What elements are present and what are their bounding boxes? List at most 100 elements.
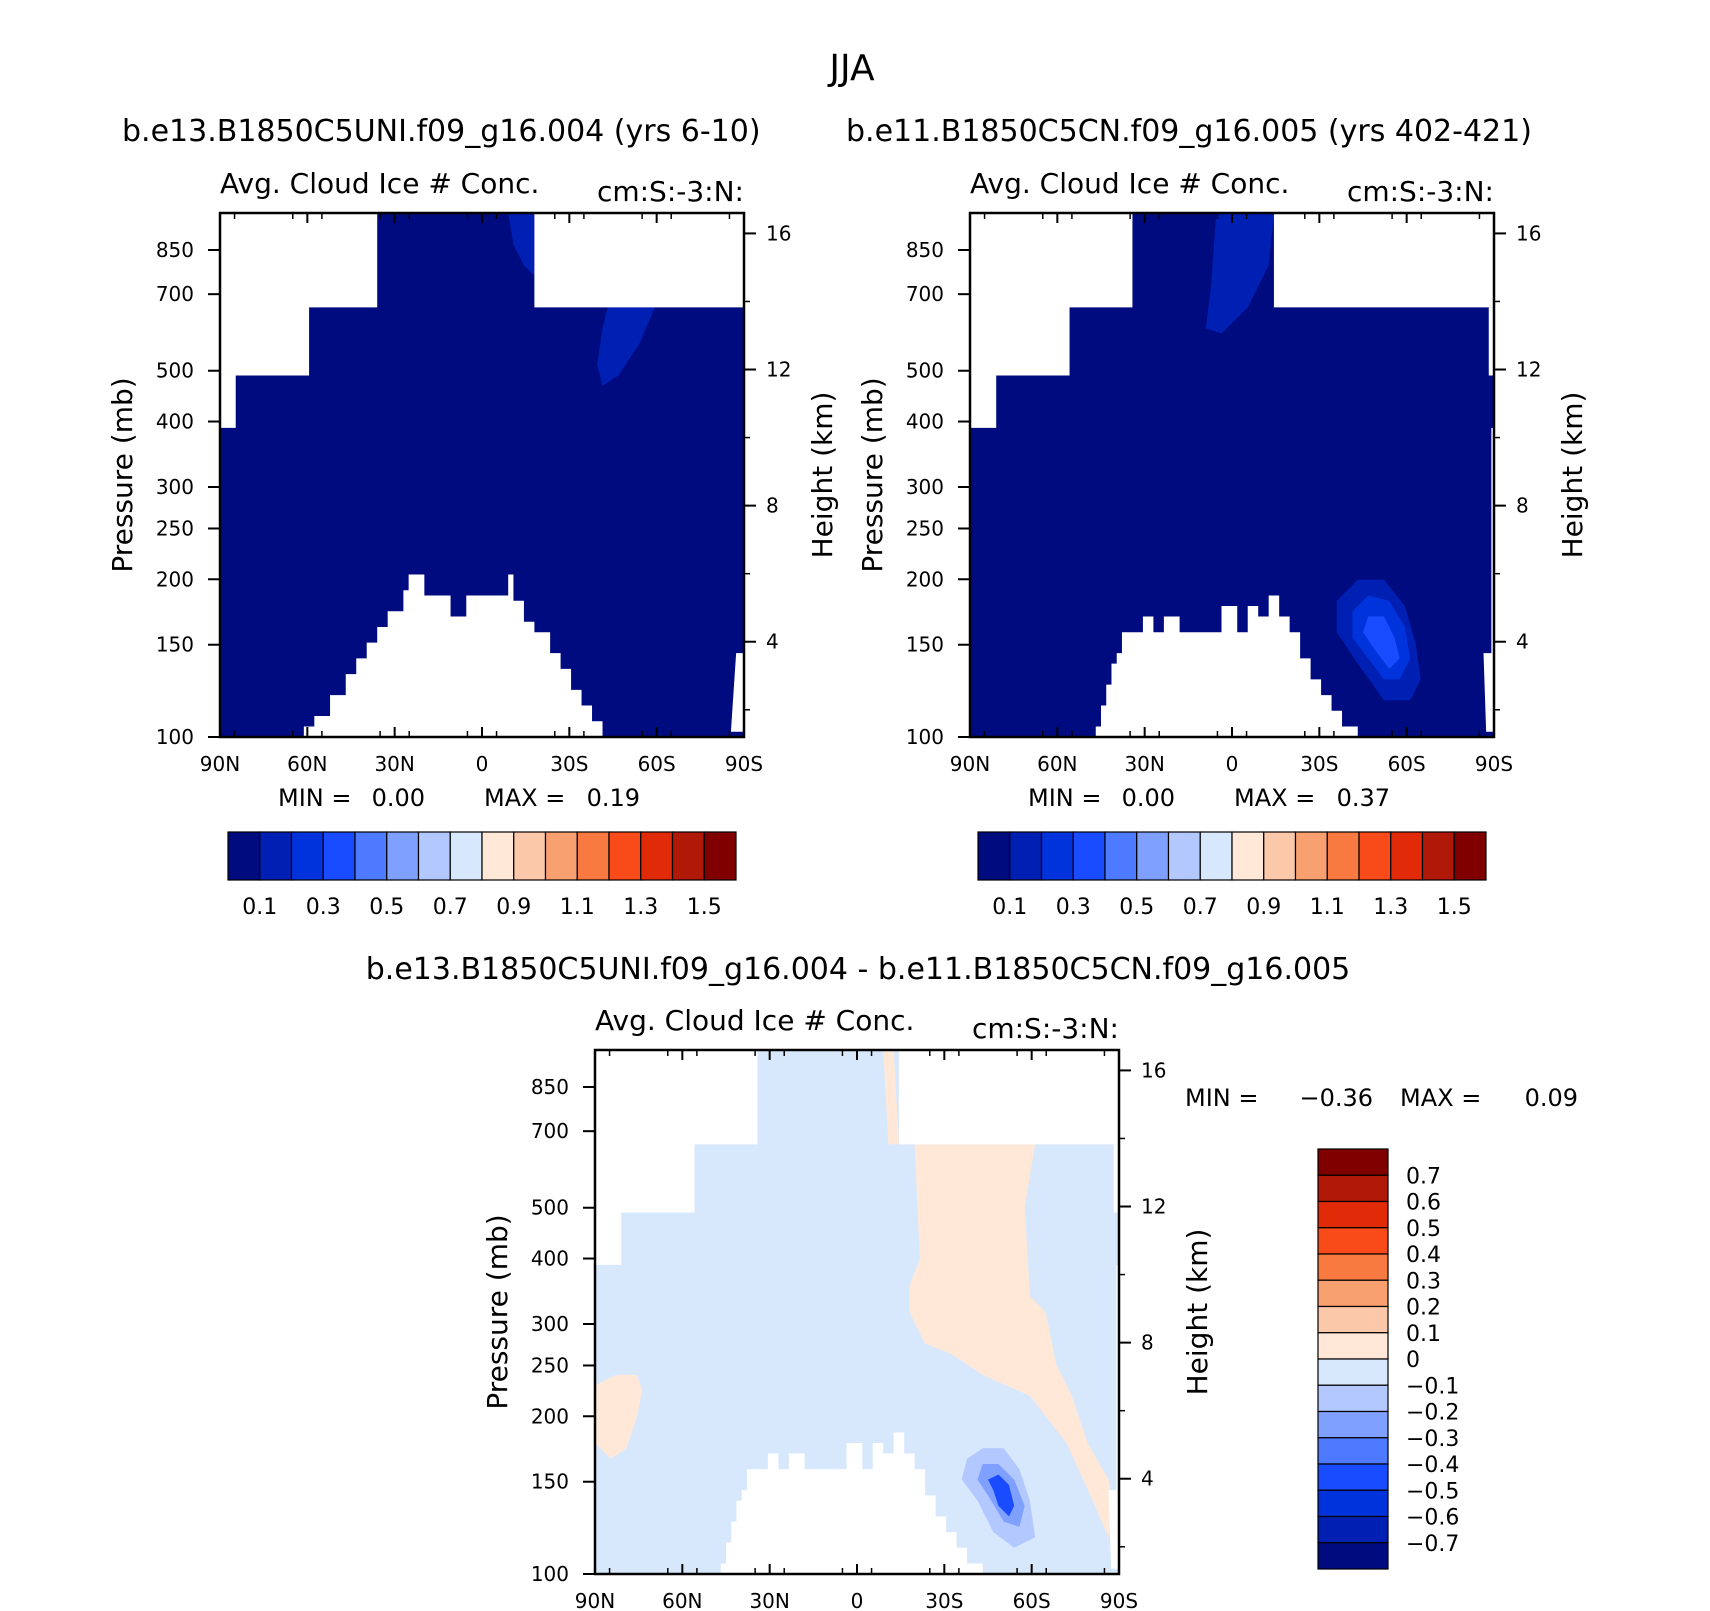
colorbar-label: 0.1 xyxy=(242,895,277,920)
y-right-tick-label: 16 xyxy=(1141,1058,1166,1082)
plot-title: Avg. Cloud Ice # Conc. xyxy=(595,1004,914,1037)
colorbar-box xyxy=(417,831,451,881)
x-tick-label: 60N xyxy=(1037,752,1077,776)
colorbar-label: 0.1 xyxy=(1406,1322,1441,1347)
colorbar-box xyxy=(290,831,324,881)
colorbar-box xyxy=(1136,831,1170,881)
colorbar-label: 1.1 xyxy=(560,895,595,920)
y-tick-label: 100 xyxy=(156,725,194,749)
colorbar-box xyxy=(227,831,261,881)
y-tick-label: 300 xyxy=(531,1312,569,1336)
colorbar-box xyxy=(354,831,388,881)
colorbar-label: 1.3 xyxy=(1373,895,1408,920)
max-label: MAX = xyxy=(1234,784,1315,812)
colorbar-box xyxy=(1317,1174,1389,1203)
units-label: cm:S:-3:N: xyxy=(1347,175,1494,208)
x-tick-label: 30S xyxy=(1300,752,1338,776)
colorbar-label: −0.1 xyxy=(1406,1374,1459,1399)
missing-data-mask-3 xyxy=(1095,595,1358,737)
colorbar-box xyxy=(1317,1515,1389,1544)
x-tick-label: 60S xyxy=(1388,752,1426,776)
y-right-tick-label: 4 xyxy=(766,630,779,654)
plot-title: Avg. Cloud Ice # Conc. xyxy=(220,167,539,200)
colorbar-box xyxy=(386,831,420,881)
y-tick-label: 500 xyxy=(906,359,944,383)
negative-southern-core xyxy=(988,1474,1015,1517)
y-tick-label: 300 xyxy=(156,475,194,499)
panel-top-right: Avg. Cloud Ice # Conc. cm:S:-3:N: 90N 60N 30… xyxy=(856,167,1589,920)
colorbar-label: 0.1 xyxy=(992,895,1027,920)
colorbar-label: 0.7 xyxy=(1183,895,1218,920)
missing-data-mask-2 xyxy=(730,427,744,732)
y-right-axis-title: Height (km) xyxy=(1556,392,1589,559)
colorbar-box xyxy=(322,831,356,881)
colorbar-label: 0.2 xyxy=(1406,1296,1441,1321)
colorbar-box xyxy=(1317,1437,1389,1465)
x-tick-label: 90S xyxy=(1475,752,1513,776)
y-tick-label: 100 xyxy=(531,1562,569,1586)
y-tick-label: 850 xyxy=(906,238,944,262)
x-tick-label: 30S xyxy=(925,1589,963,1611)
y-right-tick-label: 8 xyxy=(766,494,779,518)
colorbar-box xyxy=(1317,1253,1389,1281)
min-value: 0.00 xyxy=(372,784,425,812)
colorbar-label: 0.5 xyxy=(1406,1217,1441,1242)
colorbar-box xyxy=(977,831,1011,881)
colorbar-label: 0.3 xyxy=(306,895,341,920)
colorbar-box xyxy=(576,831,610,881)
colorbar-box xyxy=(1317,1489,1389,1518)
colorbar-box xyxy=(1317,1542,1389,1570)
panel-top-left: Avg. Cloud Ice # Conc. cm:S:-3:N: 90N 60N 30… xyxy=(106,167,839,920)
colorbar-label: 0 xyxy=(1406,1348,1420,1373)
x-tick-label: 30N xyxy=(374,752,414,776)
x-tick-label: 60N xyxy=(662,1589,702,1611)
case-title-right: b.e11.B1850C5CN.f09_g16.005 (yrs 402-421… xyxy=(846,114,1532,149)
colorbar-label: 0.6 xyxy=(1406,1191,1441,1216)
colorbar-label: −0.5 xyxy=(1406,1479,1459,1504)
y-tick-label: 200 xyxy=(531,1404,569,1428)
min-value: 0.00 xyxy=(1122,784,1175,812)
y-tick-label: 150 xyxy=(906,633,944,657)
y-right-tick-label: 16 xyxy=(766,221,791,245)
colorbar-box xyxy=(1294,831,1328,881)
y-tick-label: 850 xyxy=(531,1075,569,1099)
colorbar-box xyxy=(1231,831,1265,881)
x-tick-label: 0 xyxy=(851,1589,864,1611)
colorbar-box xyxy=(703,831,737,881)
colorbar-box xyxy=(1040,831,1074,881)
colorbar-box xyxy=(449,831,483,881)
colorbar-box xyxy=(1453,831,1487,881)
positive-strip-top xyxy=(883,1050,899,1145)
units-label: cm:S:-3:N: xyxy=(972,1012,1119,1045)
colorbar-box xyxy=(1317,1384,1389,1413)
colorbar-box xyxy=(1199,831,1233,881)
colorbar-box xyxy=(1317,1200,1389,1229)
y-tick-label: 700 xyxy=(906,282,944,306)
colorbar-label: −0.6 xyxy=(1406,1506,1459,1531)
x-tick-label: 90S xyxy=(725,752,763,776)
colorbar-label: −0.4 xyxy=(1406,1453,1459,1478)
colorbar-label: −0.2 xyxy=(1406,1401,1459,1426)
y-tick-label: 500 xyxy=(531,1196,569,1220)
colorbar-label: −0.3 xyxy=(1406,1427,1459,1452)
colorbar-label: −0.7 xyxy=(1406,1532,1459,1557)
colorbar-label: 0.5 xyxy=(369,895,404,920)
upper-ice-streak xyxy=(1205,213,1274,334)
upper-ice-streak-2 xyxy=(597,307,655,386)
y-tick-label: 150 xyxy=(531,1470,569,1494)
y-axis-title: Pressure (mb) xyxy=(106,377,139,572)
y-tick-label: 700 xyxy=(531,1119,569,1143)
colorbar-box xyxy=(1263,831,1297,881)
y-tick-label: 150 xyxy=(156,633,194,657)
y-tick-label: 850 xyxy=(156,238,194,262)
units-label: cm:S:-3:N: xyxy=(597,175,744,208)
upper-ice-streak-1 xyxy=(508,213,535,276)
max-value: 0.37 xyxy=(1337,784,1390,812)
positive-patch-north xyxy=(595,1374,643,1459)
panel-bottom-difference: Avg. Cloud Ice # Conc. cm:S:-3:N: 90N 60N 30… xyxy=(481,1004,1578,1611)
y-tick-label: 400 xyxy=(906,410,944,434)
colorbar-label: 0.9 xyxy=(496,895,531,920)
colorbar-label: 1.5 xyxy=(687,895,722,920)
y-tick-label: 200 xyxy=(906,567,944,591)
y-right-tick-label: 4 xyxy=(1516,630,1529,654)
